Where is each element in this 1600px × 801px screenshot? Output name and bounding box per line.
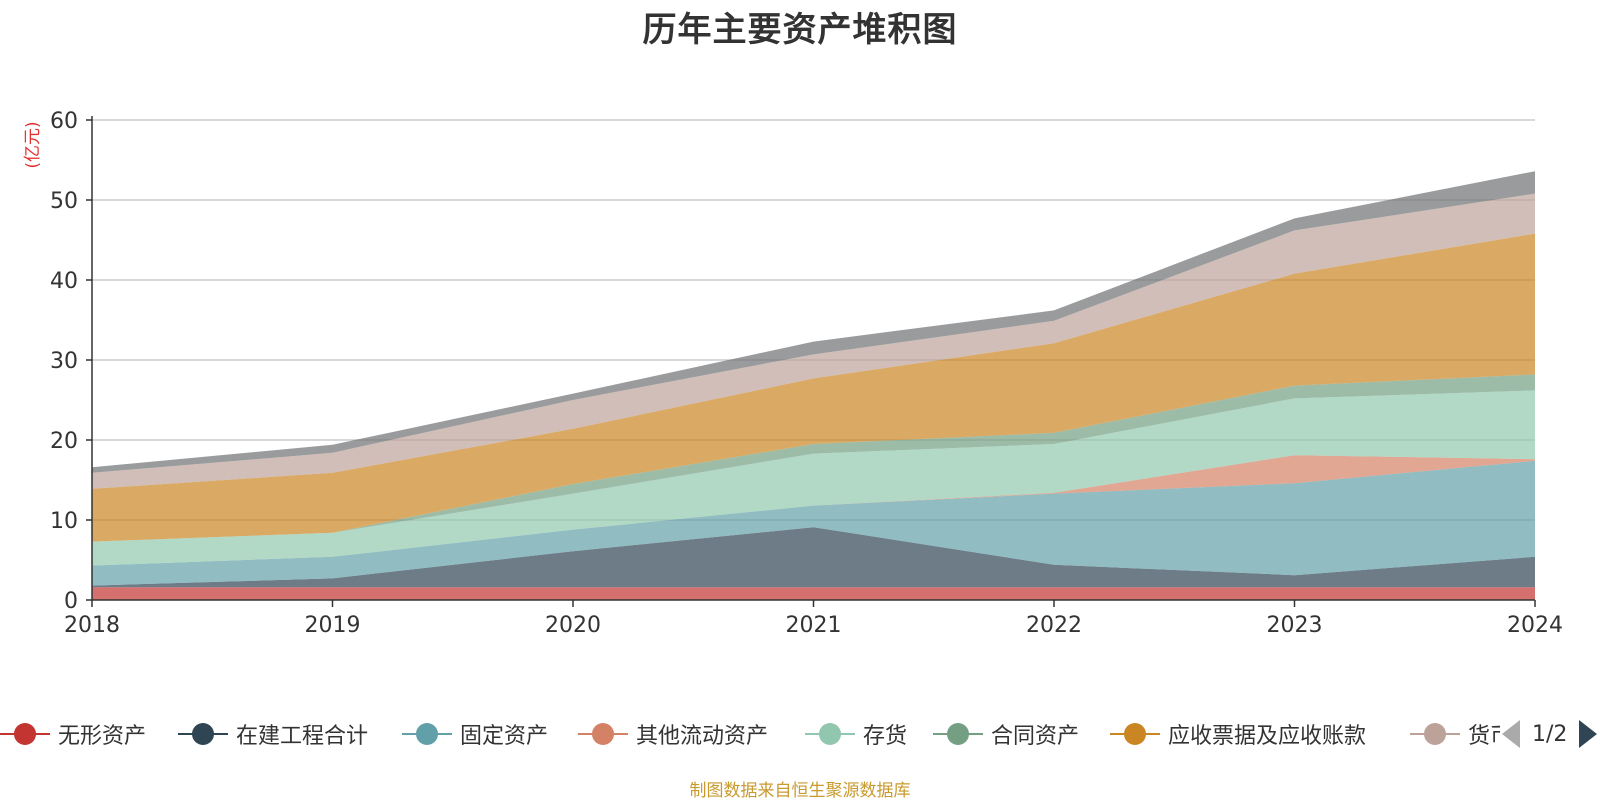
legend-page-indicator: 1/2 xyxy=(1532,721,1568,747)
data-source-note: 制图数据来自恒生聚源数据库 xyxy=(689,781,911,801)
legend-item[interactable]: 无形资产 xyxy=(0,714,146,754)
legend-dot xyxy=(1124,723,1146,745)
area-series-5 xyxy=(92,374,1535,542)
legend-item[interactable]: 其他流动资产 xyxy=(578,714,768,754)
area-series xyxy=(92,171,1535,600)
legend-dot xyxy=(1424,723,1446,745)
legend-label: 合同资产 xyxy=(991,724,1080,749)
area-series-8 xyxy=(92,171,1535,473)
axes: 0 10 20 30 40 50 60 2018 2019 2020 2021 2022 2023 202… xyxy=(50,109,1563,638)
y-tick-label: 0 xyxy=(64,589,78,614)
x-tick-label: 2022 xyxy=(1026,613,1082,638)
legend-prev-page-icon[interactable] xyxy=(1502,720,1520,748)
area-series-7 xyxy=(92,193,1535,489)
legend-dot xyxy=(192,723,214,745)
legend: 无形资产 在建工程合计 固定资产 其他流动资产 存货 合同资产 应收票据及应收账款 货币资金 xyxy=(0,714,1500,754)
legend-marker-icon xyxy=(1410,719,1460,749)
x-tick-label: 2019 xyxy=(305,613,361,638)
y-axis-unit-label: (亿元) xyxy=(23,121,43,168)
legend-marker-icon xyxy=(178,719,228,749)
y-tick-label: 30 xyxy=(50,349,78,374)
legend-marker-icon xyxy=(805,719,855,749)
y-tick-label: 40 xyxy=(50,269,78,294)
legend-label: 货币资金 xyxy=(1468,724,1500,749)
y-tick-label: 20 xyxy=(50,429,78,454)
legend-label: 其他流动资产 xyxy=(636,724,769,749)
x-tick-label: 2018 xyxy=(64,613,120,638)
legend-dot xyxy=(14,723,36,745)
area-series-1 xyxy=(92,527,1535,588)
area-series-2 xyxy=(92,460,1535,586)
x-tick-label: 2024 xyxy=(1507,613,1563,638)
area-series-6 xyxy=(92,233,1535,542)
legend-dot xyxy=(947,723,969,745)
y-tick-label: 60 xyxy=(50,109,78,134)
legend-item[interactable]: 货币资金 xyxy=(1410,714,1500,754)
legend-item[interactable]: 合同资产 xyxy=(933,714,1079,754)
legend-item[interactable]: 固定资产 xyxy=(402,714,548,754)
y-tick-label: 10 xyxy=(50,509,78,534)
area-series-4 xyxy=(92,390,1535,566)
legend-item[interactable]: 应收票据及应收账款 xyxy=(1110,714,1366,754)
legend-marker-icon xyxy=(0,719,50,749)
legend-marker-icon xyxy=(578,719,628,749)
x-tick-label: 2023 xyxy=(1267,613,1323,638)
legend-marker-icon xyxy=(1110,719,1160,749)
legend-label: 固定资产 xyxy=(460,724,549,749)
legend-dot xyxy=(592,723,614,745)
legend-pager: 1/2 xyxy=(1500,714,1600,754)
legend-label: 应收票据及应收账款 xyxy=(1168,724,1367,749)
chart-title: 历年主要资产堆积图 xyxy=(642,10,958,50)
legend-label: 存货 xyxy=(863,724,908,749)
legend-dot xyxy=(819,723,841,745)
legend-label: 在建工程合计 xyxy=(236,724,369,749)
stacked-area-chart: 0 10 20 30 40 50 60 2018 2019 2020 2021 2022 2023 202… xyxy=(23,109,1563,638)
x-tick-label: 2020 xyxy=(545,613,601,638)
legend-item[interactable]: 在建工程合计 xyxy=(178,714,368,754)
legend-label: 无形资产 xyxy=(58,724,147,749)
y-tick-label: 50 xyxy=(50,189,78,214)
legend-next-page-icon[interactable] xyxy=(1579,720,1598,748)
legend-dot xyxy=(416,723,438,745)
x-tick-label: 2021 xyxy=(786,613,842,638)
area-series-0 xyxy=(92,587,1535,600)
area-series-3 xyxy=(92,455,1535,566)
legend-marker-icon xyxy=(402,719,452,749)
legend-marker-icon xyxy=(933,719,983,749)
legend-item[interactable]: 存货 xyxy=(805,714,907,754)
